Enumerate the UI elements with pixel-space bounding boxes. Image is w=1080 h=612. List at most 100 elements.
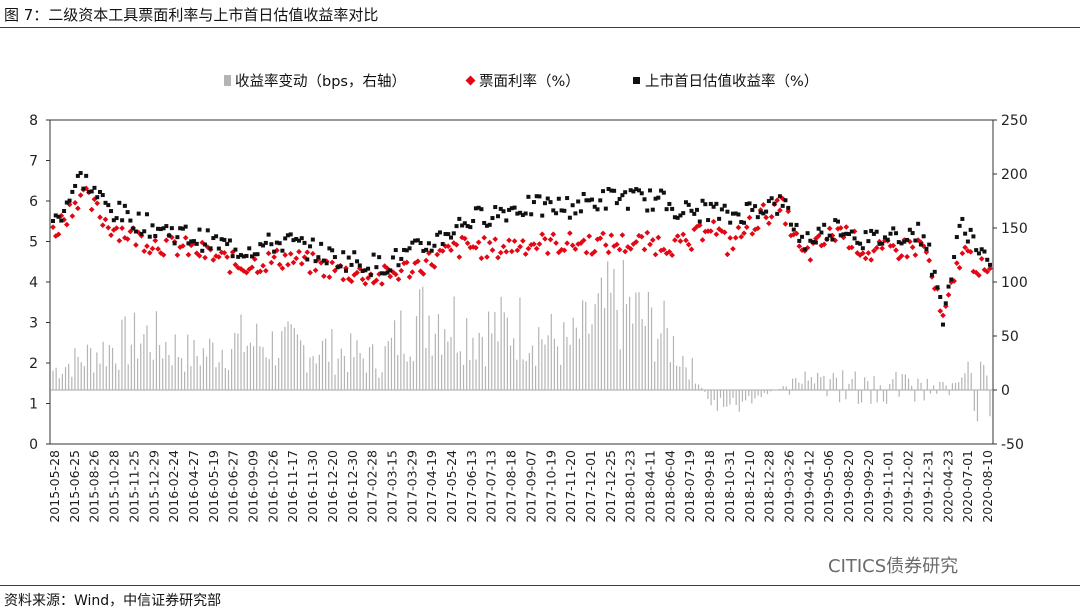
x-tick-label: 2018-07-19 [682,450,697,523]
yield-change-bar [133,312,136,390]
yield-change-bar [428,315,430,390]
valuation-yield-point [413,238,418,243]
yield-change-bar [804,371,806,390]
figure-title: 图 7：二级资本工具票面利率与上市首日估值收益率对比 [4,6,379,24]
coupon-rate-point [583,249,590,256]
yield-change-bar [663,300,665,390]
coupon-rate-point [232,261,239,268]
valuation-yield-point [686,202,691,207]
coupon-rate-point [522,251,529,257]
coupon-rate-point [517,243,523,250]
valuation-yield-point [252,252,257,257]
yield-change-bar [685,367,687,390]
valuation-yield-point [639,191,644,196]
coupon-rate-point [796,243,803,250]
coupon-rate-point [514,247,521,254]
coupon-rate-point [550,231,557,238]
bar-series [52,259,991,422]
valuation-yield-point [382,271,387,276]
yield-change-bar [666,327,668,390]
yield-change-bar [64,367,67,390]
yield-change-bar [466,318,468,390]
yield-change-bar [889,384,891,390]
valuation-yield-point [559,208,564,213]
coupon-rate-point [298,260,305,267]
valuation-yield-point [332,255,337,260]
yield-change-bar [281,331,283,390]
coupon-rate-point [492,236,499,243]
valuation-yield-point [783,198,788,203]
valuation-yield-point [302,240,307,245]
coupon-rate-point [542,236,548,242]
coupon-rate-point [848,244,855,251]
yield-change-bar [74,348,76,390]
valuation-yield-point [670,206,675,211]
yield-change-bar [857,390,859,404]
valuation-yield-point [255,252,260,257]
coupon-rate-point [511,238,518,244]
yield-change-bar [788,390,791,395]
yield-change-bar [585,301,587,390]
yield-change-bar [422,286,424,390]
valuation-yield-point [324,261,329,266]
yield-change-bar [945,385,947,390]
yield-change-bar [873,376,875,390]
x-tick-label: 2019-09-20 [861,450,876,523]
yield-change-bar [177,356,179,390]
valuation-yield-point [396,263,401,268]
yield-change-bar [632,323,634,390]
x-tick-label: 2019-03-26 [781,450,796,523]
yield-change-bar [237,333,239,390]
valuation-yield-point [802,247,807,252]
valuation-yield-point [570,203,575,208]
valuation-yield-point [614,201,619,206]
yield-change-bar [287,321,289,390]
yield-change-bar [820,377,822,390]
valuation-yield-point [443,231,448,236]
valuation-yield-point [567,215,572,220]
coupon-rate-point [940,312,946,319]
x-tick-label: 2018-10-31 [722,450,737,523]
yield-change-bar [108,345,111,390]
yield-change-bar [547,335,549,390]
valuation-yield-point [432,243,437,248]
valuation-yield-point [379,271,384,276]
valuation-yield-point [863,230,868,235]
yield-change-bar [105,366,107,390]
valuation-yield-point [56,214,61,219]
yield-change-bar [293,328,295,390]
valuation-yield-point [100,193,105,198]
valuation-yield-point [189,239,194,244]
valuation-yield-point [526,194,531,199]
coupon-rate-point [826,225,833,232]
yield-change-bar [748,390,750,396]
valuation-yield-point [877,241,882,246]
valuation-yield-point [473,206,478,211]
yield-change-bar [475,359,477,390]
valuation-yield-point [587,198,592,203]
valuation-yield-point [390,255,395,260]
legend-bar-label: 收益率变动（bps，右轴） [235,73,406,90]
coupon-rate-point [508,248,515,255]
coupon-rate-point [871,248,877,254]
coupon-rate-point [724,251,731,258]
yield-change-bar [412,361,414,390]
valuation-yield-point [916,221,921,226]
coupon-rate-point [500,243,507,250]
yield-change-bar [550,313,552,390]
coupon-rate-point [94,200,101,207]
yield-change-bar [770,390,772,392]
valuation-yield-point [648,188,653,193]
valuation-yield-point [540,213,545,218]
coupon-rate-point [224,254,230,260]
coupon-rate-point [423,257,429,264]
yield-change-bar [929,390,932,394]
yield-change-bar [907,378,910,390]
coupon-rate-point [271,254,277,260]
valuation-yield-point [982,249,987,254]
x-tick-label: 2017-03-29 [404,450,419,523]
valuation-yield-point [824,237,829,242]
left-tick-label: 0 [29,437,38,453]
yield-change-bar [315,363,317,390]
coupon-rate-point [497,249,504,256]
